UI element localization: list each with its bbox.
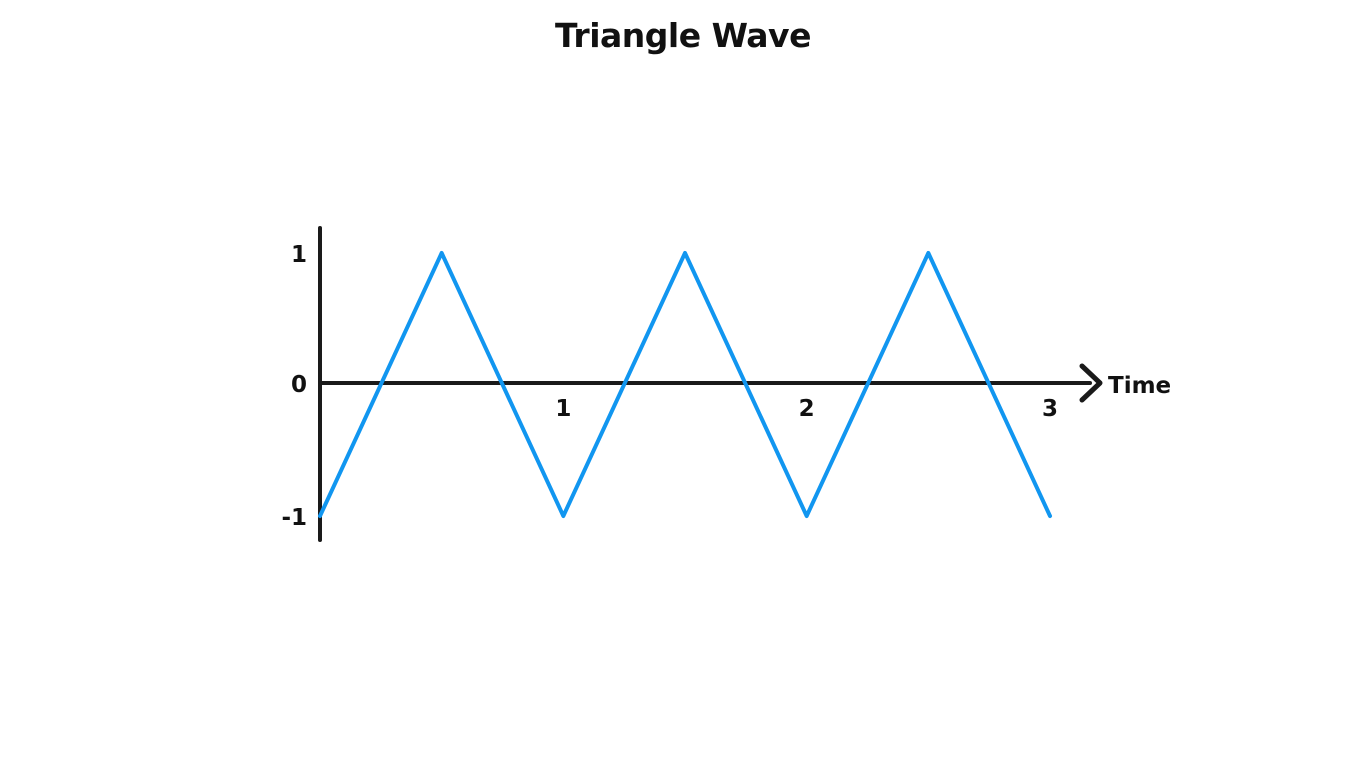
x-axis-arrowhead	[1079, 363, 1103, 403]
tick-layer: 1 2 3 1 0 -1	[281, 242, 1058, 531]
x-tick-label: 2	[799, 396, 815, 422]
y-tick-label: -1	[281, 505, 307, 531]
y-tick-label: 0	[291, 372, 307, 398]
chart-title: Triangle Wave	[555, 16, 811, 55]
y-tick-label: 1	[291, 242, 307, 268]
series-line-0	[318, 251, 1052, 518]
series-layer	[318, 251, 1052, 518]
x-tick-label: 3	[1042, 396, 1058, 422]
axes	[318, 226, 1103, 542]
x-axis-label: Time	[1108, 373, 1171, 399]
x-tick-label: 1	[555, 396, 571, 422]
